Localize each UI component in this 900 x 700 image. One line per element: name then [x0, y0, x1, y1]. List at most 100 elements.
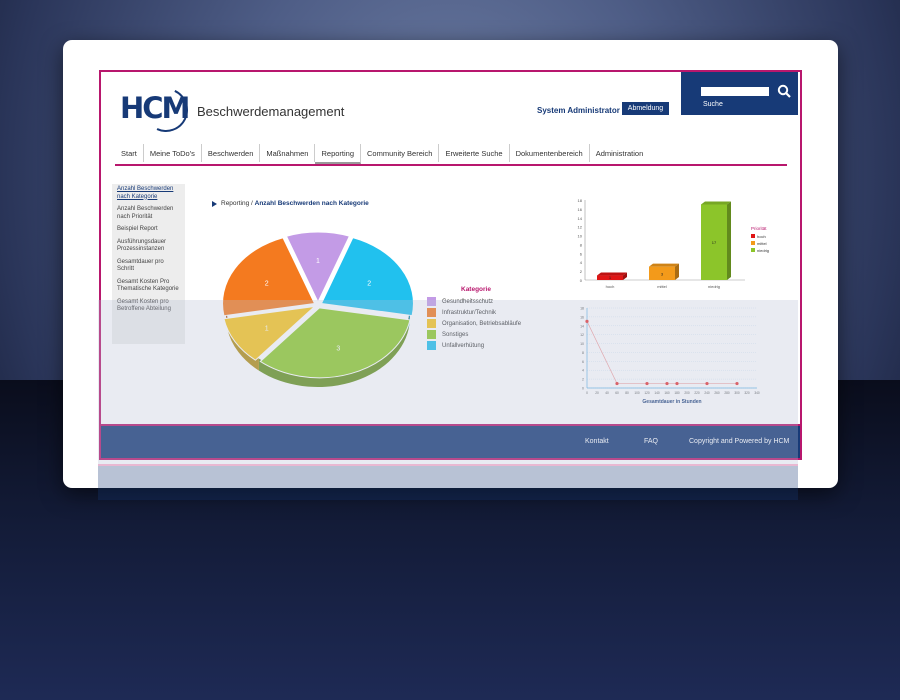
- line-x-tick-label: 160: [664, 391, 670, 395]
- line-x-tick-label: 320: [744, 391, 750, 395]
- bar-data-label: 17: [712, 240, 717, 245]
- bar-top-hoch: [597, 272, 627, 276]
- legend-item: Organisation, Betriebsabläufe: [427, 319, 521, 328]
- nav-dokumentenbereich[interactable]: Dokumentenbereich: [510, 144, 590, 162]
- pie-slice-sonstiges: [259, 307, 411, 379]
- bar-data-label: 1: [609, 275, 612, 280]
- line-y-tick-label: 8: [582, 351, 584, 355]
- user-name: System Administrator: [537, 106, 620, 115]
- breadcrumb-current: Anzahl Beschwerden nach Kategorie: [254, 200, 369, 207]
- pie-slice-unfallverh-tung: [320, 237, 414, 317]
- bar-side-niedrig: [727, 201, 731, 280]
- pie-slice-gesundheitsschutz: [285, 231, 351, 304]
- line-point: [705, 381, 709, 386]
- bar-mittel: [649, 266, 675, 280]
- line-x-tick-label: 80: [625, 391, 629, 395]
- bar-category-label: mittel: [657, 284, 667, 289]
- reflection-footer: [98, 464, 798, 500]
- legend-swatch: [427, 308, 436, 317]
- line-x-tick-label: 220: [694, 391, 700, 395]
- line-x-tick-label: 340: [754, 391, 760, 395]
- nav-erweiterte-suche[interactable]: Erweiterte Suche: [439, 144, 510, 162]
- footer: Kontakt FAQ Copyright and Powered by HCM: [101, 424, 800, 458]
- app-title: Beschwerdemanagement: [197, 104, 345, 119]
- pie-data-label: 1: [265, 326, 269, 333]
- footer-contact-link[interactable]: Kontakt: [585, 438, 609, 445]
- line-y-tick-label: 10: [580, 342, 584, 346]
- line-x-axis-label: Gesamtdauer in Stunden: [642, 399, 701, 405]
- bar-legend-swatch: [751, 248, 755, 252]
- line-x-tick-label: 60: [615, 391, 619, 395]
- breadcrumb-root[interactable]: Reporting: [221, 200, 250, 207]
- sidebar-item-gesamtdauer-schritt[interactable]: Gesamtdauer pro Schritt: [117, 258, 164, 273]
- nav-beschwerden[interactable]: Beschwerden: [202, 144, 261, 162]
- bar-legend-swatch: [751, 234, 755, 238]
- sidebar-item-kosten-kategorie[interactable]: Gesamt Kosten Pro Thematische Kategorie: [117, 278, 179, 293]
- search-input[interactable]: [701, 87, 769, 96]
- legend-item: Infrastruktur/Technik: [427, 308, 496, 317]
- pie-data-label: 3: [336, 345, 340, 352]
- legend-swatch: [427, 330, 436, 339]
- bar-side-hoch: [623, 272, 627, 280]
- sidebar-item-ausfuehrungsdauer[interactable]: Ausführungsdauer Prozessinstanzen: [117, 238, 167, 253]
- bar-y-tick-label: 12: [578, 225, 583, 230]
- bar-chart: 0 2 4 6 8 10 12 14 16 18 1 hoch 3 mittel 17 niedrig Prio…: [578, 198, 769, 289]
- line-y-tick-label: 16: [580, 315, 584, 319]
- reflection: [98, 300, 798, 500]
- bar-category-label: hoch: [606, 284, 615, 289]
- nav-massnahmen[interactable]: Maßnahmen: [260, 144, 316, 162]
- sidebar-item-anzahl-prioritaet[interactable]: Anzahl Beschwerden nach Priorität: [117, 206, 174, 220]
- legend-item: Unfallverhütung: [427, 341, 484, 350]
- nav-community-bereich[interactable]: Community Bereich: [361, 144, 440, 162]
- line-point: [585, 319, 589, 323]
- bar-top-mittel: [649, 263, 679, 267]
- line-x-tick-label: 100: [634, 391, 640, 395]
- line-y-tick-label: 2: [582, 378, 584, 382]
- pie-chart: 1 2 3 1 2: [222, 231, 414, 387]
- bar-hoch: [597, 275, 623, 280]
- line-x-tick-label: 300: [734, 391, 740, 395]
- logo-text: HCM: [120, 91, 190, 125]
- search-icon[interactable]: [777, 84, 791, 98]
- sidebar-item-anzahl-kategorie[interactable]: Anzahl Beschwerden nach Kategorie: [117, 186, 174, 200]
- bar-y-tick-label: 2: [580, 269, 583, 274]
- nav-meine-todos[interactable]: Meine ToDo's: [144, 144, 202, 162]
- line-x-tick-label: 200: [684, 391, 690, 395]
- line-y-tick-label: 18: [580, 307, 584, 311]
- legend-item: Gesundheitsschutz: [427, 297, 493, 306]
- report-sidebar: Anzahl Beschwerden nach Kategorie Anzahl…: [112, 184, 185, 344]
- bar-y-tick-label: 0: [580, 278, 583, 283]
- line-x-tick-label: 280: [724, 391, 730, 395]
- nav-reporting[interactable]: Reporting: [315, 144, 362, 164]
- bar-niedrig: [701, 204, 727, 280]
- logout-button[interactable]: Abmeldung: [622, 102, 669, 115]
- line-x-tick-label: 20: [595, 391, 599, 395]
- nav-administration[interactable]: Administration: [595, 149, 644, 158]
- footer-faq-link[interactable]: FAQ: [644, 438, 658, 445]
- legend-label: Organisation, Betriebsabläufe: [442, 321, 521, 327]
- pie-data-label: 2: [265, 281, 269, 288]
- legend-label: Gesundheitsschutz: [442, 299, 493, 305]
- sidebar-item-kosten-abteilung[interactable]: Gesamt Kosten pro Betroffene Abteilung: [112, 297, 185, 316]
- line-y-tick-label: 6: [582, 360, 584, 364]
- line-x-tick-label: 240: [704, 391, 710, 395]
- pie-slice-organisation-betriebsabl-ufe: [223, 305, 317, 361]
- line-x-tick-label: 40: [605, 391, 609, 395]
- line-point: [665, 381, 669, 386]
- bar-top-niedrig: [701, 201, 731, 205]
- pie-legend-title: Kategorie: [461, 286, 491, 293]
- line-point: [615, 381, 619, 386]
- bar-legend-label: niedrig: [757, 248, 769, 253]
- sidebar-item-beispiel-report[interactable]: Beispiel Report: [117, 226, 158, 232]
- line-y-tick-label: 4: [582, 369, 584, 373]
- line-x-tick-label: 0: [586, 391, 588, 395]
- line-x-tick-label: 120: [644, 391, 650, 395]
- pie-slice-infrastruktur-technik: [222, 237, 316, 317]
- pie-data-label: 2: [367, 280, 371, 287]
- nav-start[interactable]: Start: [115, 144, 144, 162]
- bar-data-label: 3: [661, 271, 664, 276]
- breadcrumb-arrow-icon: [212, 201, 217, 207]
- line-point: [645, 381, 649, 386]
- bar-legend-label: mittel: [757, 241, 767, 246]
- bar-side-mittel: [675, 263, 679, 280]
